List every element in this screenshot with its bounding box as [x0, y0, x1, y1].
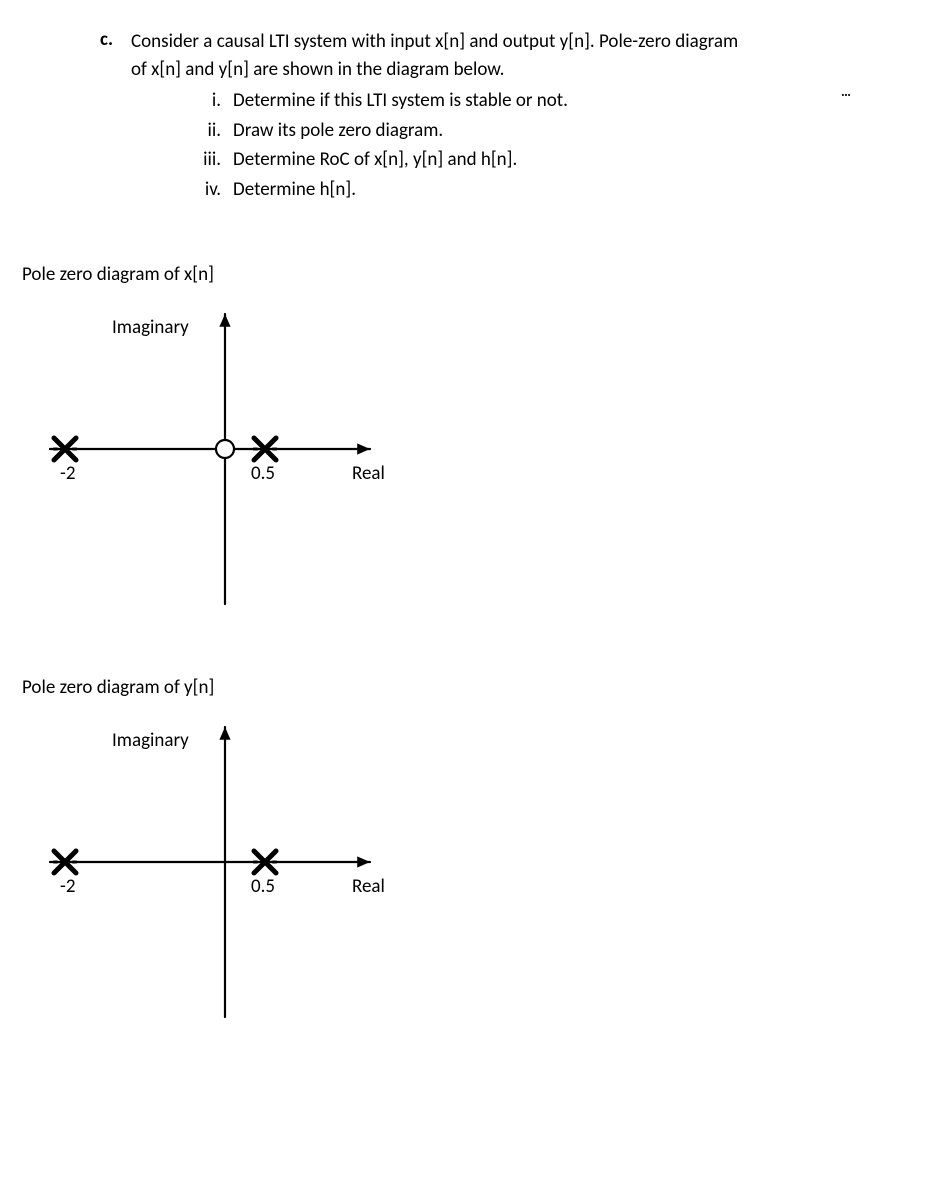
sub-q-iii: iii. Determine RoC of x[n], y[n] and h[n… — [187, 146, 738, 174]
sub-q-iv: iv. Determine h[n]. — [187, 176, 738, 204]
roman-i: i. — [187, 87, 221, 115]
sub-q-iii-text: Determine RoC of x[n], y[n] and h[n]. — [233, 146, 517, 174]
sub-q-ii: ii. Draw its pole zero diagram. — [187, 117, 738, 145]
svg-text:0.5: 0.5 — [251, 462, 275, 485]
question-intro-2: of x[n] and y[n] are shown in the diagra… — [131, 56, 738, 84]
sub-q-i: i. Determine if this LTI system is stabl… — [187, 87, 738, 115]
im-axis-label-y: Imaginary — [112, 729, 189, 752]
question-body: Consider a causal LTI system with input … — [131, 28, 738, 205]
question-c: c. Consider a causal LTI system with inp… — [100, 28, 887, 205]
roman-iii: iii. — [187, 146, 221, 174]
diagram-y-section: Pole zero diagram of y[n] Imaginary -20.… — [40, 676, 887, 1057]
sub-q-ii-text: Draw its pole zero diagram. — [233, 117, 443, 145]
diagram-y-title: Pole zero diagram of y[n] — [22, 676, 887, 699]
diagram-x-section: Pole zero diagram of x[n] Imaginary -20.… — [40, 263, 887, 644]
svg-text:-2: -2 — [60, 875, 75, 898]
sub-q-iv-text: Determine h[n]. — [233, 176, 356, 204]
pz-plot-y: Imaginary -2 0.5 Real — [40, 717, 420, 1057]
svg-text:Real: Real — [352, 462, 385, 485]
roman-ii: ii. — [187, 117, 221, 145]
svg-text:-2: -2 — [60, 462, 75, 485]
diagram-x-title: Pole zero diagram of x[n] — [22, 263, 887, 286]
sub-question-list: i. Determine if this LTI system is stabl… — [131, 87, 738, 203]
svg-text:0.5: 0.5 — [251, 875, 275, 898]
im-axis-label-x: Imaginary — [112, 316, 189, 339]
pz-plot-x: Imaginary -2 0.5 Real — [40, 304, 420, 644]
pz-svg-y: -2 0.5 Real — [40, 717, 420, 1037]
question-intro-1: Consider a causal LTI system with input … — [131, 28, 738, 56]
sub-q-i-text: Determine if this LTI system is stable o… — [233, 87, 568, 115]
ellipsis-marker: … — [841, 83, 853, 100]
question-bullet: c. — [100, 28, 113, 51]
pz-svg-x: -2 0.5 Real — [40, 304, 420, 624]
svg-text:Real: Real — [352, 875, 385, 898]
roman-iv: iv. — [187, 176, 221, 204]
